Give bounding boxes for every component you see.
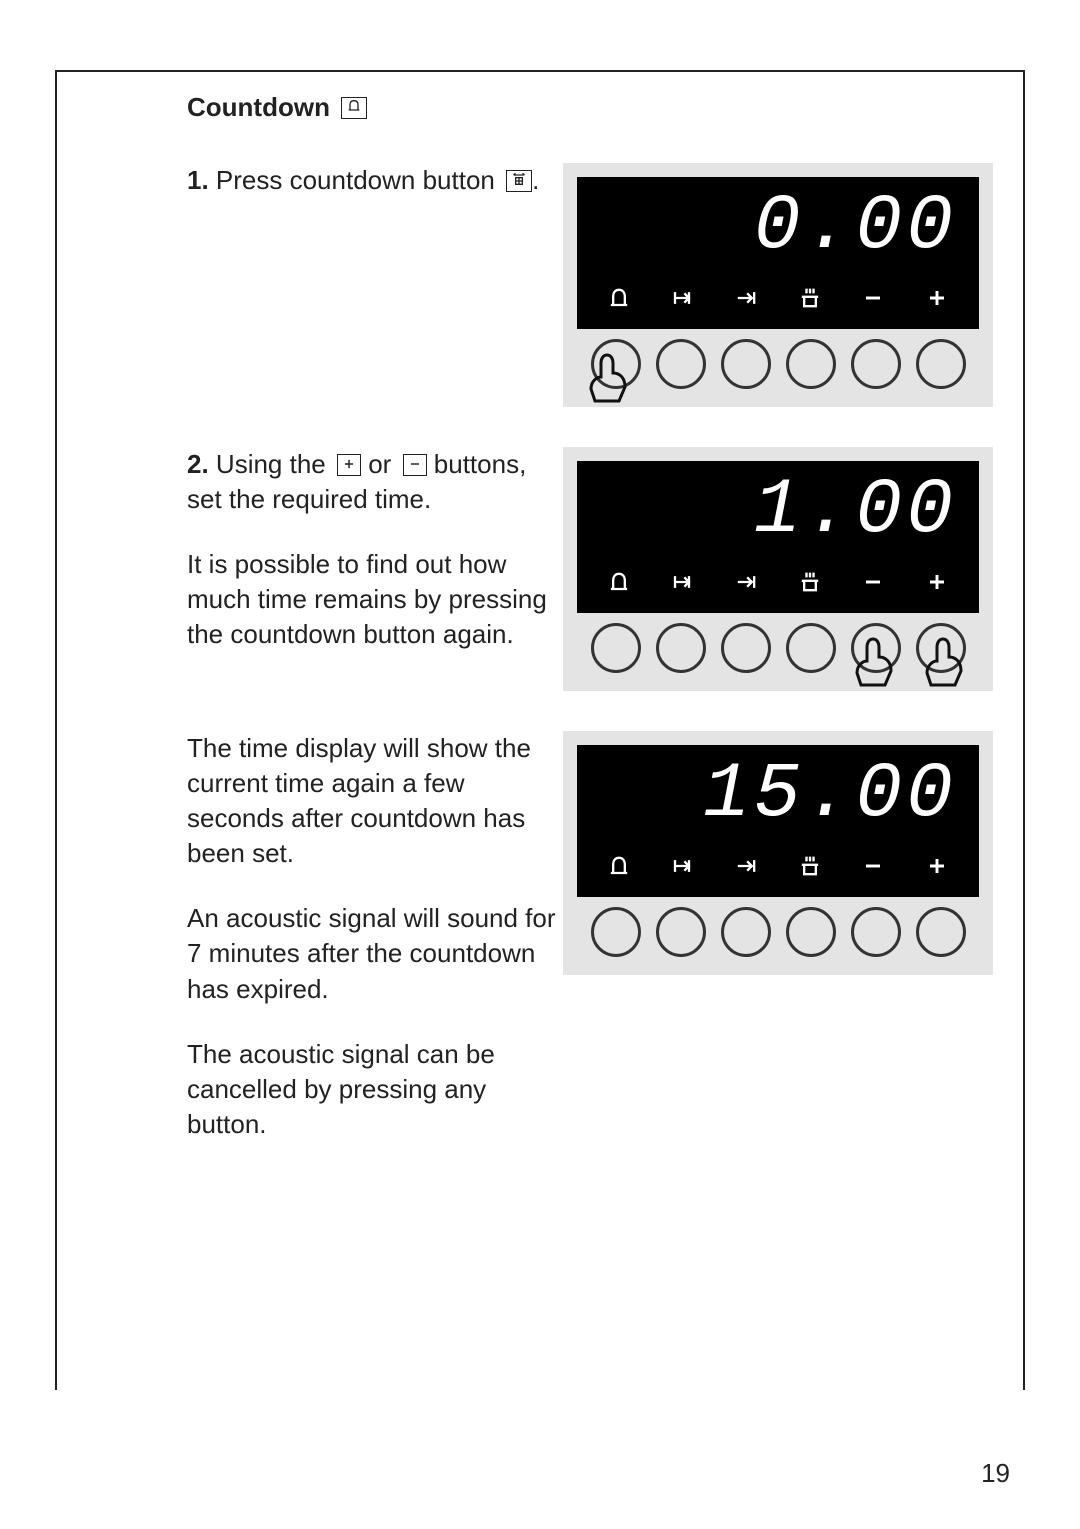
icon-row-2 bbox=[577, 568, 979, 601]
minus-button[interactable] bbox=[851, 907, 901, 957]
step-2-para4: An acoustic signal will sound for 7 minu… bbox=[187, 901, 563, 1006]
minus-icon bbox=[859, 284, 887, 317]
countdown-button-icon bbox=[506, 170, 532, 192]
pot-icon bbox=[796, 284, 824, 317]
pot-icon bbox=[796, 852, 824, 885]
end-icon bbox=[732, 568, 760, 601]
plus-icon bbox=[923, 568, 951, 601]
start-end-icon bbox=[668, 852, 696, 885]
minus-icon bbox=[859, 568, 887, 601]
step-2-para2: It is possible to find out how much time… bbox=[187, 547, 563, 652]
display-panel-2: 1.00 bbox=[563, 447, 993, 691]
end-icon bbox=[732, 852, 760, 885]
step-1-body: Press countdown button bbox=[209, 165, 502, 195]
plus-button[interactable] bbox=[916, 907, 966, 957]
bell-button[interactable] bbox=[591, 907, 641, 957]
step-2-line1: 2. Using the or buttons, set the require… bbox=[187, 447, 563, 517]
step-1-text: 1. Press countdown button . bbox=[187, 163, 563, 198]
bell-icon bbox=[605, 568, 633, 601]
lcd-display-3: 15.00 bbox=[577, 745, 979, 897]
start-end-button[interactable] bbox=[656, 907, 706, 957]
time-readout-2: 1.00 bbox=[754, 467, 957, 555]
section-heading: Countdown bbox=[187, 92, 993, 123]
lcd-display-1: 0.00 bbox=[577, 177, 979, 329]
display-panel-3: 15.00 bbox=[563, 731, 993, 975]
end-button[interactable] bbox=[721, 623, 771, 673]
content-area: Countdown 1. Press countdown button . 0.… bbox=[57, 92, 1023, 1172]
button-row-2 bbox=[577, 623, 979, 673]
step-2-cont-text: The time display will show the cur­rent … bbox=[187, 731, 563, 1172]
pot-button[interactable] bbox=[786, 339, 836, 389]
plus-button[interactable] bbox=[916, 339, 966, 389]
start-end-button[interactable] bbox=[656, 623, 706, 673]
panel-1-col: 0.00 bbox=[563, 163, 993, 427]
page-frame: Countdown 1. Press countdown button . 0.… bbox=[55, 70, 1025, 1390]
end-button[interactable] bbox=[721, 907, 771, 957]
pot-button[interactable] bbox=[786, 907, 836, 957]
start-end-icon bbox=[668, 568, 696, 601]
plus-button[interactable] bbox=[916, 623, 966, 673]
icon-row-1 bbox=[577, 284, 979, 317]
minus-button[interactable] bbox=[851, 623, 901, 673]
lcd-display-2: 1.00 bbox=[577, 461, 979, 613]
panel-3-col: 15.00 bbox=[563, 731, 993, 995]
minus-icon bbox=[403, 454, 427, 476]
minus-icon bbox=[859, 852, 887, 885]
step-2-para5: The acoustic signal can be cancelled by … bbox=[187, 1037, 563, 1142]
end-icon bbox=[732, 284, 760, 317]
heading-text: Countdown bbox=[187, 92, 330, 122]
step-2-lead: Using the bbox=[209, 449, 333, 479]
bell-icon bbox=[605, 284, 633, 317]
bell-icon bbox=[341, 97, 367, 119]
panel-2-col: 1.00 bbox=[563, 447, 993, 711]
button-row-1 bbox=[577, 339, 979, 389]
start-end-button[interactable] bbox=[656, 339, 706, 389]
start-end-icon bbox=[668, 284, 696, 317]
plus-icon bbox=[923, 852, 951, 885]
step-2-row: 2. Using the or buttons, set the require… bbox=[187, 447, 993, 711]
time-readout-3: 15.00 bbox=[703, 751, 957, 839]
step-2-cont-row: The time display will show the cur­rent … bbox=[187, 731, 993, 1172]
icon-row-3 bbox=[577, 852, 979, 885]
minus-button[interactable] bbox=[851, 339, 901, 389]
step-1-row: 1. Press countdown button . 0.00 bbox=[187, 163, 993, 427]
display-panel-1: 0.00 bbox=[563, 163, 993, 407]
step-2-para3: The time display will show the cur­rent … bbox=[187, 731, 563, 871]
step-1-period: . bbox=[532, 165, 539, 195]
step-2-mid: or bbox=[361, 449, 399, 479]
button-row-3 bbox=[577, 907, 979, 957]
pot-button[interactable] bbox=[786, 623, 836, 673]
end-button[interactable] bbox=[721, 339, 771, 389]
step-2-text: 2. Using the or buttons, set the require… bbox=[187, 447, 563, 682]
time-readout-1: 0.00 bbox=[754, 183, 957, 271]
step-1-number: 1. bbox=[187, 165, 209, 195]
page-number: 19 bbox=[981, 1458, 1010, 1489]
bell-button[interactable] bbox=[591, 339, 641, 389]
step-2-number: 2. bbox=[187, 449, 209, 479]
bell-icon bbox=[605, 852, 633, 885]
bell-button[interactable] bbox=[591, 623, 641, 673]
plus-icon bbox=[337, 454, 361, 476]
plus-icon bbox=[923, 284, 951, 317]
pot-icon bbox=[796, 568, 824, 601]
